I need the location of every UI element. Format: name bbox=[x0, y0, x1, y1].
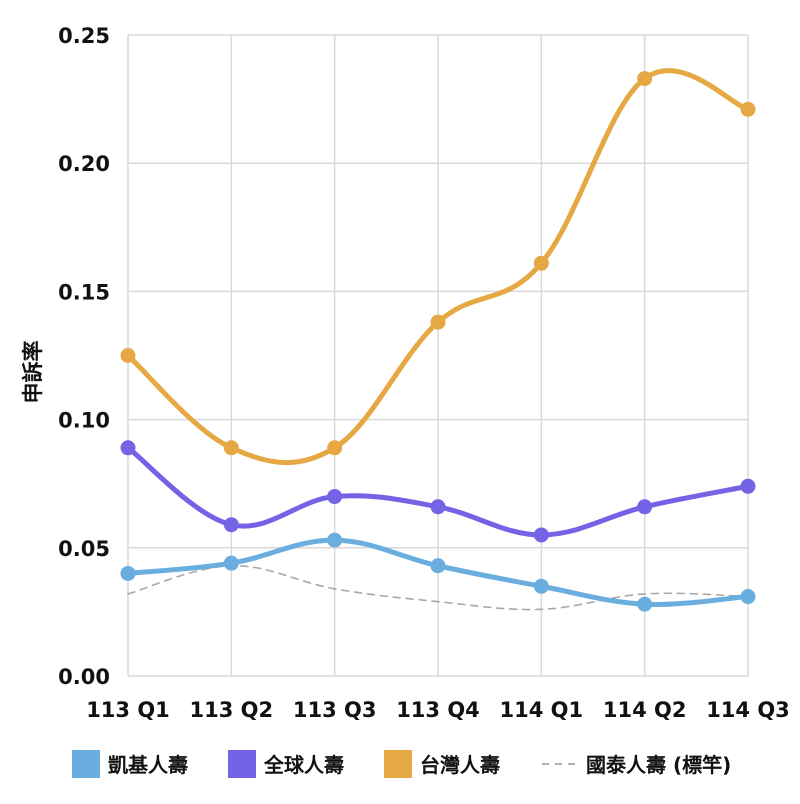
data-point bbox=[430, 314, 446, 330]
legend-swatch bbox=[72, 750, 100, 778]
data-point bbox=[223, 517, 239, 533]
data-point bbox=[223, 440, 239, 456]
y-tick-label: 0.15 bbox=[58, 280, 110, 304]
data-point bbox=[533, 578, 549, 594]
data-point bbox=[740, 101, 756, 117]
data-point bbox=[637, 596, 653, 612]
y-tick-label: 0.00 bbox=[58, 665, 110, 689]
data-point bbox=[223, 555, 239, 571]
legend-label: 凱基人壽 bbox=[108, 753, 188, 777]
data-point bbox=[533, 527, 549, 543]
legend: 凱基人壽 全球人壽 台灣人壽 國泰人壽 (標竿) bbox=[72, 750, 731, 778]
data-point bbox=[637, 71, 653, 87]
data-point bbox=[120, 348, 136, 363]
data-point bbox=[120, 565, 136, 581]
x-tick-label: 114 Q3 bbox=[706, 698, 790, 722]
series-markers bbox=[120, 71, 756, 612]
x-tick-label: 114 Q1 bbox=[500, 698, 584, 722]
data-point bbox=[327, 489, 343, 505]
data-point bbox=[120, 440, 136, 456]
data-point bbox=[327, 440, 343, 456]
data-point bbox=[740, 589, 756, 605]
legend-label: 台灣人壽 bbox=[420, 753, 500, 777]
grid bbox=[127, 34, 749, 677]
y-tick-label: 0.25 bbox=[58, 24, 110, 48]
legend-swatch bbox=[384, 750, 412, 778]
data-point bbox=[740, 478, 756, 494]
x-tick-label: 114 Q2 bbox=[603, 698, 687, 722]
x-tick-label: 113 Q1 bbox=[86, 698, 170, 722]
data-point bbox=[430, 558, 446, 574]
y-tick-label: 0.10 bbox=[58, 409, 110, 433]
x-tick-label: 113 Q2 bbox=[190, 698, 274, 722]
legend-label: 國泰人壽 (標竿) bbox=[586, 753, 731, 777]
legend-label: 全球人壽 bbox=[263, 753, 344, 777]
y-axis-ticks: 0.00 0.05 0.10 0.15 0.20 0.25 bbox=[58, 24, 110, 689]
y-tick-label: 0.05 bbox=[58, 537, 110, 561]
x-tick-label: 113 Q4 bbox=[396, 698, 480, 722]
x-axis-ticks: 113 Q1 113 Q2 113 Q3 113 Q4 114 Q1 114 Q2 114 … bbox=[86, 698, 790, 722]
y-tick-label: 0.20 bbox=[58, 152, 110, 176]
y-axis-label: 申訴率 bbox=[21, 341, 45, 404]
legend-swatch bbox=[228, 750, 256, 778]
data-point bbox=[533, 255, 549, 271]
x-tick-label: 113 Q3 bbox=[293, 698, 377, 722]
data-point bbox=[327, 532, 343, 548]
data-point bbox=[637, 499, 653, 515]
data-point bbox=[430, 499, 446, 515]
